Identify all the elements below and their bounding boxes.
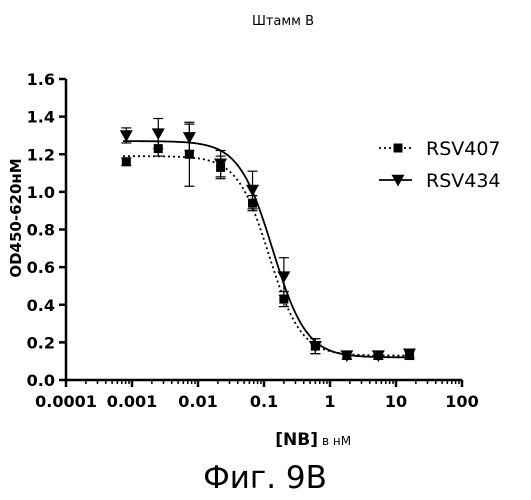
data-point-rsv434	[277, 271, 290, 283]
chart-title: Штамм В	[252, 14, 314, 29]
data-point-rsv407	[122, 157, 131, 166]
fit-curve-rsv407	[123, 156, 413, 355]
y-tick-label: 1.0	[27, 183, 55, 202]
y-tick-label: 0.0	[27, 371, 55, 390]
data-point-rsv434	[246, 185, 259, 197]
y-tick-label: 0.6	[27, 258, 55, 277]
x-tick-label: 1	[324, 392, 335, 411]
legend-marker-rsv407	[394, 144, 403, 153]
data-point-rsv407	[185, 150, 194, 159]
data-point-rsv434	[403, 348, 416, 360]
plot-area: 0.0 0.2 0.4 0.6 0.8 1.0 1.2 1.4 1.6 0.0001 0.001 0.…	[27, 70, 479, 411]
figure-caption: Фиг. 9В	[203, 460, 327, 496]
y-tick-label: 0.4	[27, 296, 55, 315]
x-tick-label: 0.1	[250, 392, 278, 411]
y-tick-label: 1.4	[27, 108, 55, 127]
data-point-rsv434	[214, 158, 227, 170]
x-axis-label-unit: в нМ	[322, 434, 351, 448]
y-tick-label: 0.2	[27, 333, 55, 352]
x-axis-label-main: [NB]	[275, 430, 318, 450]
x-axis-label: [NB]	[275, 430, 318, 450]
x-tick-label: 0.0001	[35, 392, 97, 411]
y-axis-label-group: OD450-620нМ	[7, 158, 25, 277]
y-axis-label: OD450-620нМ	[7, 158, 25, 277]
legend-label-rsv407: RSV407	[426, 138, 501, 160]
y-tick-label: 1.6	[27, 70, 55, 89]
legend: RSV407 RSV434	[379, 138, 501, 192]
legend-label-rsv434: RSV434	[426, 170, 501, 192]
x-tick-label: 0.001	[107, 392, 158, 411]
data-point-rsv434	[152, 128, 165, 140]
y-tick-label: 0.8	[27, 221, 55, 240]
x-tick-label: 100	[445, 392, 478, 411]
data-point-rsv434	[120, 130, 133, 142]
x-tick-label: 10	[385, 392, 407, 411]
y-tick-label: 1.2	[27, 145, 55, 164]
fit-curve-rsv434	[123, 141, 413, 357]
x-tick-label: 0.01	[178, 392, 217, 411]
data-point-rsv407	[279, 295, 288, 304]
